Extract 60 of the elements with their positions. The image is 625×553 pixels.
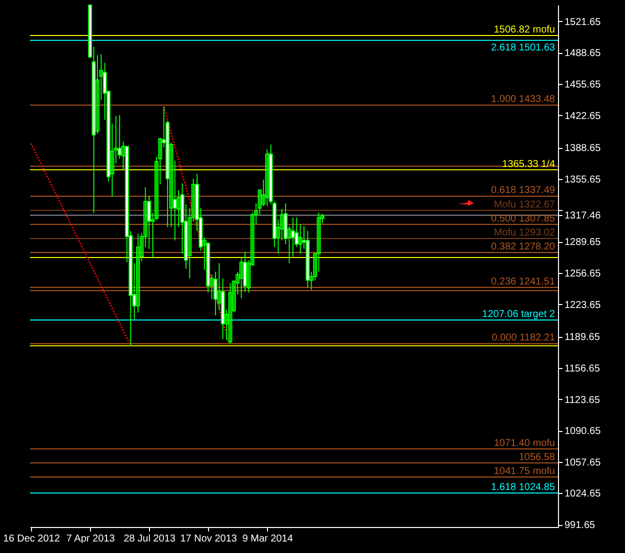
candlestick: [188, 208, 192, 279]
candlestick: [239, 258, 244, 299]
ref-line-label: Mofu 1293.02: [494, 227, 556, 238]
candlestick: [99, 54, 104, 100]
candlestick: [136, 233, 140, 314]
candlestick: [298, 224, 302, 254]
y-tick-label: 1090.65: [564, 426, 602, 438]
y-tick-label: 1422.65: [564, 110, 602, 122]
candlestick: [95, 54, 100, 135]
y-tick-label: 1256.65: [564, 268, 602, 280]
x-tick-label: 28 Jul 2013: [124, 534, 176, 544]
ref-line-label: 0.382 1278.20: [491, 242, 556, 253]
y-tick-label: 1057.65: [564, 457, 602, 468]
ref-line-label: 0.000 1182.21: [492, 332, 556, 344]
candlestick: [236, 271, 240, 295]
y-tick-label: 991.65: [564, 520, 596, 532]
candlestick: [250, 212, 254, 266]
y-tick-label: 1156.65: [564, 363, 600, 374]
candlestick: [320, 213, 324, 224]
y-tick-label: 1123.65: [564, 394, 600, 406]
ref-line-label: 1207.06 target 2: [482, 309, 556, 320]
candlestick: [232, 280, 236, 314]
candlestick: [313, 253, 318, 281]
ref-line-label: Mofu 1322.67: [494, 199, 556, 210]
candlestick: [140, 232, 144, 262]
ref-line-label: 1056.58: [518, 452, 556, 463]
y-tick-label: 1355.65: [564, 174, 602, 186]
ref-line-label: 1.000 1433.48: [491, 94, 556, 106]
candlestick: [143, 186, 148, 248]
x-tick-label: 17 Nov 2013: [180, 534, 238, 544]
candlestick: [246, 260, 251, 294]
candlestick: [265, 148, 270, 207]
candlestick: [261, 179, 266, 207]
y-tick-label: 1223.65: [564, 300, 602, 311]
y-tick-label: 1488.65: [564, 48, 602, 60]
y-tick-label: 1521.65: [564, 16, 602, 28]
y-tick-label: 1317.46: [564, 210, 602, 222]
ref-line-label: 0.500 1307.85: [491, 213, 556, 224]
candlestick: [154, 156, 158, 220]
x-tick-label: 16 Dec 2012: [3, 534, 60, 544]
candlestick: [228, 282, 232, 344]
candlestick: [254, 202, 258, 225]
y-tick-label: 1289.65: [564, 237, 602, 248]
y-tick-label: 1455.65: [564, 80, 602, 91]
x-tick-label: 9 Mar 2014: [242, 534, 294, 544]
y-tick-label: 1189.65: [564, 332, 600, 344]
ref-line-label: 1506.82 mofu: [494, 24, 555, 36]
y-tick-label: 1388.65: [564, 143, 602, 154]
candlestick: [280, 208, 284, 241]
ref-line-label: 1041.75 mofu: [494, 466, 555, 478]
y-tick-label: 1024.65: [564, 488, 602, 500]
ref-line-label: 2.618 1501.63: [491, 42, 556, 54]
ref-line-label: 0.236 1241.51: [491, 276, 556, 288]
ref-line-label: 1.618 1024.85: [491, 482, 556, 494]
candlestick: [158, 137, 162, 185]
candlestick: [176, 190, 181, 228]
candlestick: [258, 190, 262, 216]
ref-line-label: 1071.40 mofu: [494, 438, 555, 449]
ref-line-label: 0.618 1337.49: [491, 185, 556, 196]
candlestick: [316, 212, 321, 272]
